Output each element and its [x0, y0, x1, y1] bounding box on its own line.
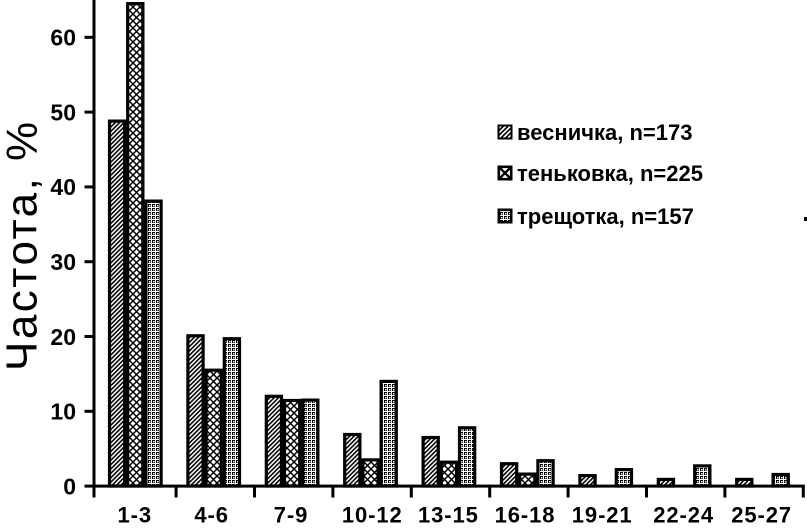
svg-text:трещотка, n=157: трещотка, n=157 — [517, 204, 694, 229]
svg-text:весничка, n=173: весничка, n=173 — [517, 120, 692, 145]
svg-text:теньковка, n=225: теньковка, n=225 — [517, 161, 703, 186]
svg-text:30: 30 — [50, 249, 76, 275]
svg-text:25-27: 25-27 — [731, 503, 792, 528]
svg-text:1-3: 1-3 — [118, 503, 153, 528]
svg-text:50: 50 — [50, 99, 76, 125]
svg-text:16-18: 16-18 — [495, 503, 556, 528]
svg-text:4-6: 4-6 — [194, 503, 229, 528]
svg-text:7-9: 7-9 — [274, 503, 309, 528]
svg-text:60: 60 — [50, 25, 76, 51]
svg-text:10: 10 — [50, 399, 76, 425]
svg-text:22-24: 22-24 — [653, 503, 714, 528]
svg-text:20: 20 — [50, 324, 76, 350]
svg-text:13-15: 13-15 — [418, 503, 479, 528]
svg-text:0: 0 — [63, 473, 76, 499]
svg-text:Частота, %: Частота, % — [0, 119, 47, 371]
svg-text:10-12: 10-12 — [342, 503, 403, 528]
svg-text:40: 40 — [50, 174, 76, 200]
svg-text:19-21: 19-21 — [572, 503, 633, 528]
